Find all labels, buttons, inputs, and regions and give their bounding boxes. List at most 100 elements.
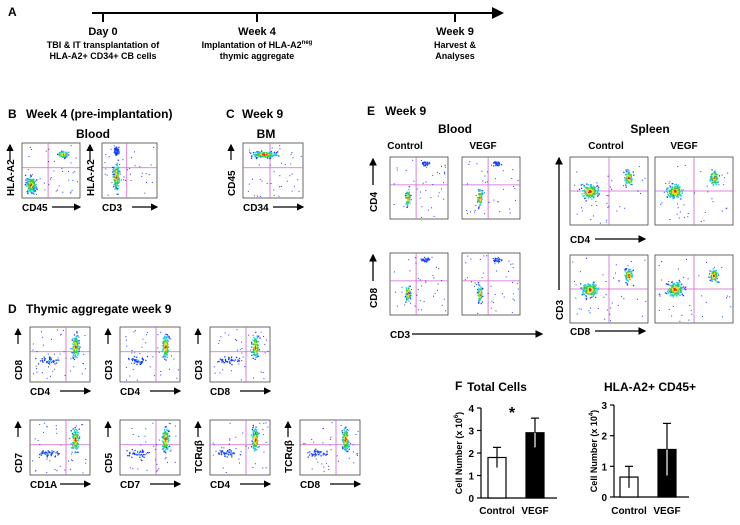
event-dot [715, 176, 718, 179]
event-dot [251, 440, 253, 442]
event-dot [588, 290, 590, 293]
event-dot [678, 285, 680, 288]
event-dot [583, 285, 585, 287]
event-dot [61, 155, 63, 157]
event-dot [490, 164, 492, 166]
event-dot [68, 151, 70, 153]
event-dot [713, 269, 715, 272]
event-dot [72, 460, 74, 462]
event-dot [636, 298, 638, 300]
event-dot [165, 337, 168, 339]
event-dot [436, 171, 438, 173]
event-dot [713, 174, 715, 176]
event-dot [625, 177, 627, 180]
event-dot [238, 363, 240, 365]
event-dot [255, 431, 257, 434]
event-dot [260, 371, 262, 373]
event-dot [711, 278, 713, 281]
event-dot [605, 221, 607, 223]
event-dot [441, 165, 443, 167]
event-dot [231, 359, 233, 362]
event-dot [134, 165, 136, 167]
event-dot [76, 442, 78, 445]
event-dot [590, 287, 592, 290]
event-dot [175, 425, 177, 427]
event-dot [118, 151, 120, 153]
event-dot [168, 338, 170, 340]
event-dot [590, 191, 593, 193]
event-dot [241, 360, 243, 362]
event-dot [491, 300, 493, 302]
event-dot [680, 291, 682, 293]
event-dot [251, 343, 253, 345]
event-dot [149, 451, 151, 453]
event-dot [39, 453, 41, 456]
event-dot [254, 341, 257, 343]
event-dot [673, 189, 675, 191]
event-dot [255, 445, 257, 447]
event-dot [252, 357, 254, 359]
event-dot [481, 170, 483, 172]
event-dot [36, 351, 38, 353]
event-dot [226, 361, 229, 363]
event-dot [714, 178, 716, 181]
event-dot [31, 180, 33, 182]
event-dot [245, 445, 247, 447]
event-dot [661, 261, 663, 263]
event-dot [115, 154, 118, 156]
event-dot [31, 182, 33, 184]
event-dot [669, 219, 671, 221]
event-dot [255, 438, 257, 440]
event-dot [713, 272, 716, 274]
event-dot [478, 290, 480, 292]
event-dot [73, 337, 76, 339]
event-dot [49, 356, 51, 358]
event-dot [272, 152, 274, 154]
event-dot [142, 450, 144, 452]
event-dot [145, 359, 147, 362]
event-dot [278, 195, 280, 197]
event-text: TBI & IT transplantation of [47, 40, 160, 50]
event-dot [591, 283, 593, 286]
event-dot [404, 304, 406, 306]
event-dot [230, 454, 232, 456]
event-dot [715, 274, 718, 277]
y-label-sup: 4 [589, 412, 595, 416]
event-dot [344, 427, 346, 429]
event-dot [477, 199, 479, 201]
event-dot [342, 440, 345, 442]
event-dot [683, 204, 685, 206]
event-dot [423, 165, 425, 167]
event-dot [588, 195, 590, 197]
event-dot [407, 197, 409, 199]
event-dot [593, 287, 595, 289]
event-dot [514, 199, 516, 201]
event-dot [72, 354, 75, 356]
event-dot [115, 150, 117, 153]
event-dot [478, 297, 480, 299]
event-dot [31, 180, 33, 183]
event-dot [632, 284, 635, 287]
event-dot [163, 336, 166, 339]
event-dot [48, 184, 50, 186]
event-dot [252, 431, 254, 434]
event-dot [272, 155, 275, 157]
event-dot [675, 284, 677, 286]
event-dot [72, 352, 74, 354]
event-dot [72, 172, 74, 174]
event-dot [62, 171, 64, 173]
event-dot [84, 368, 86, 370]
event-dot [68, 179, 70, 181]
event-dot [118, 153, 120, 155]
event-dot [478, 291, 480, 293]
event-dot [55, 362, 58, 364]
event-dot [137, 468, 139, 470]
event-dot [576, 213, 578, 215]
event-dot [428, 162, 431, 164]
event-dot [496, 270, 498, 272]
event-dot [502, 170, 504, 172]
event-dot [117, 193, 119, 195]
event-dot [52, 360, 54, 362]
event-dot [36, 371, 38, 373]
event-dot [260, 155, 263, 158]
